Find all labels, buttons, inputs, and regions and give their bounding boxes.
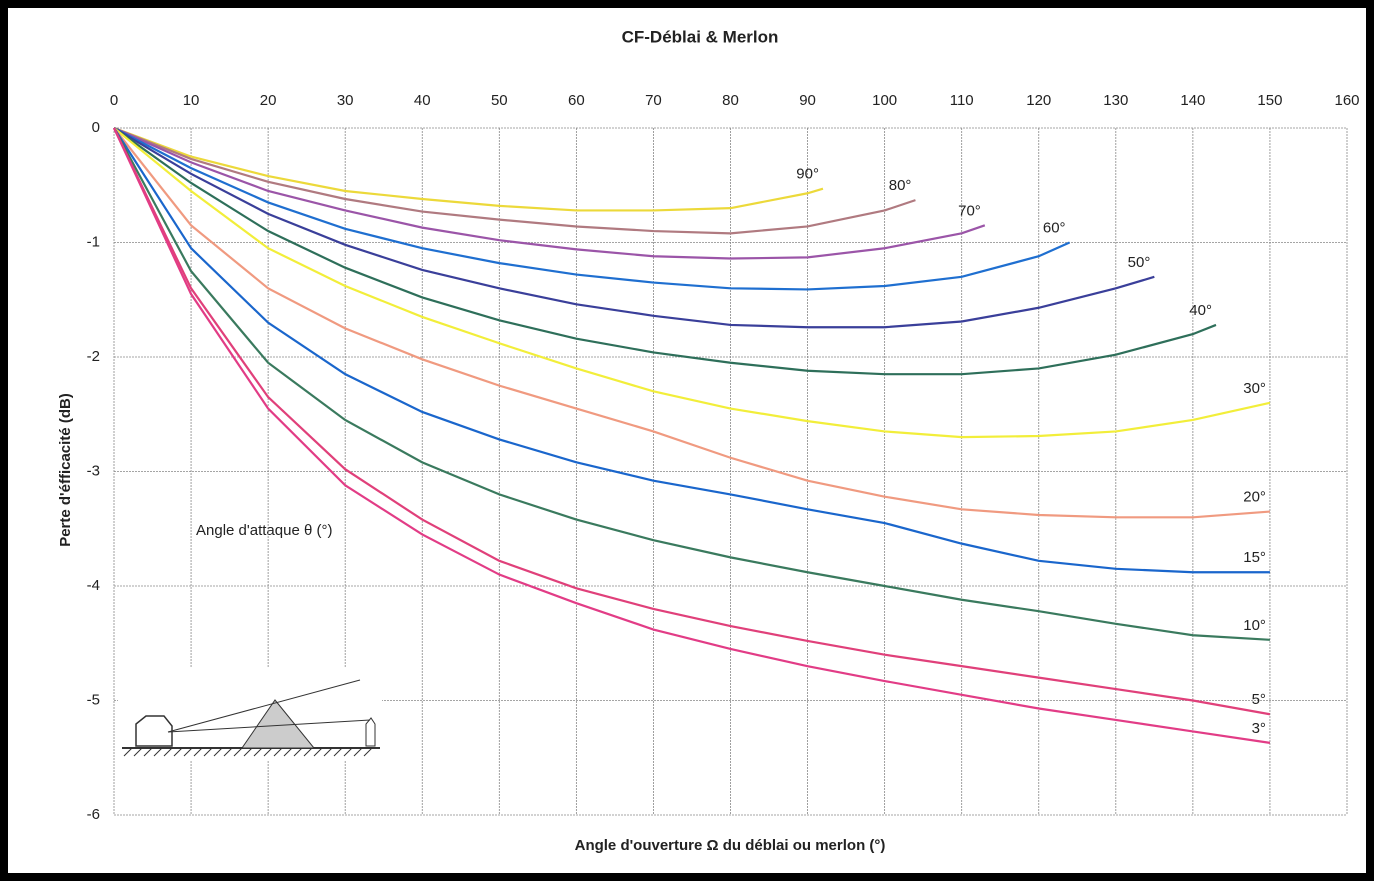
- x-tick-label: 130: [1103, 92, 1128, 109]
- x-tick-label: 90: [799, 92, 816, 109]
- y-tick-label: -2: [87, 348, 100, 365]
- series-label: 60°: [1043, 219, 1066, 236]
- x-tick-label: 70: [645, 92, 662, 109]
- x-tick-label: 50: [491, 92, 508, 109]
- series-label: 15°: [1243, 549, 1266, 566]
- x-tick-label: 160: [1334, 92, 1359, 109]
- chart: CF-Déblai & Merlon Angle d'ouverture Ω d…: [0, 0, 1374, 881]
- x-tick-label: 30: [337, 92, 354, 109]
- x-axis-label: Angle d'ouverture Ω du déblai ou merlon …: [575, 837, 886, 854]
- series-label: 70°: [958, 202, 981, 219]
- series-label: 90°: [796, 166, 819, 183]
- y-tick-label: -4: [87, 577, 100, 594]
- x-tick-label: 100: [872, 92, 897, 109]
- series-label: 5°: [1252, 691, 1266, 708]
- series-label: 40°: [1189, 302, 1212, 319]
- inset-diagram: [118, 668, 382, 760]
- x-tick-label: 60: [568, 92, 585, 109]
- x-tick-label: 0: [110, 92, 118, 109]
- series-label: 3°: [1252, 720, 1266, 737]
- y-axis-label: Perte d'éfficacité (dB): [57, 393, 74, 547]
- y-tick-label: -5: [87, 691, 100, 708]
- chart-title: CF-Déblai & Merlon: [622, 27, 779, 46]
- x-tick-label: 20: [260, 92, 277, 109]
- y-tick-label: 0: [92, 119, 100, 136]
- annotation: Angle d'attaque θ (°): [196, 522, 332, 539]
- series-label: 80°: [889, 177, 912, 194]
- series-label: 50°: [1128, 254, 1151, 271]
- series-label: 20°: [1243, 489, 1266, 506]
- x-tick-label: 40: [414, 92, 431, 109]
- y-tick-label: -3: [87, 462, 100, 479]
- x-tick-label: 150: [1257, 92, 1282, 109]
- y-tick-label: -1: [87, 233, 100, 250]
- series-label: 10°: [1243, 617, 1266, 634]
- x-tick-label: 80: [722, 92, 739, 109]
- x-tick-label: 120: [1026, 92, 1051, 109]
- y-tick-label: -6: [87, 806, 100, 823]
- x-tick-label: 10: [183, 92, 200, 109]
- x-tick-label: 110: [950, 92, 974, 109]
- series-label: 30°: [1243, 380, 1266, 397]
- x-tick-label: 140: [1180, 92, 1205, 109]
